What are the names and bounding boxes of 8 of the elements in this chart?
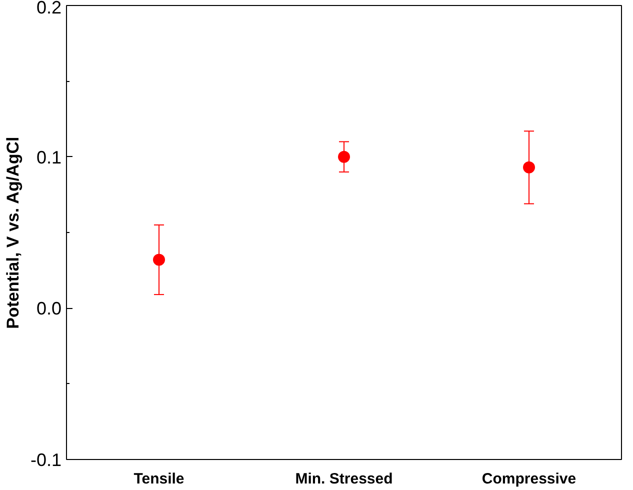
y-tick-label: 0.0 [36,298,62,319]
y-tick-label: 0.1 [36,147,62,168]
x-tick-label: Min. Stressed [295,470,393,488]
y-axis-title: Potential, V vs. Ag/AgCl [3,136,22,329]
x-tick-label: Compressive [482,470,576,488]
x-tick-label: Tensile [134,470,184,488]
y-tick-label: 0.2 [36,0,62,18]
y-tick-label: -0.1 [30,450,62,470]
